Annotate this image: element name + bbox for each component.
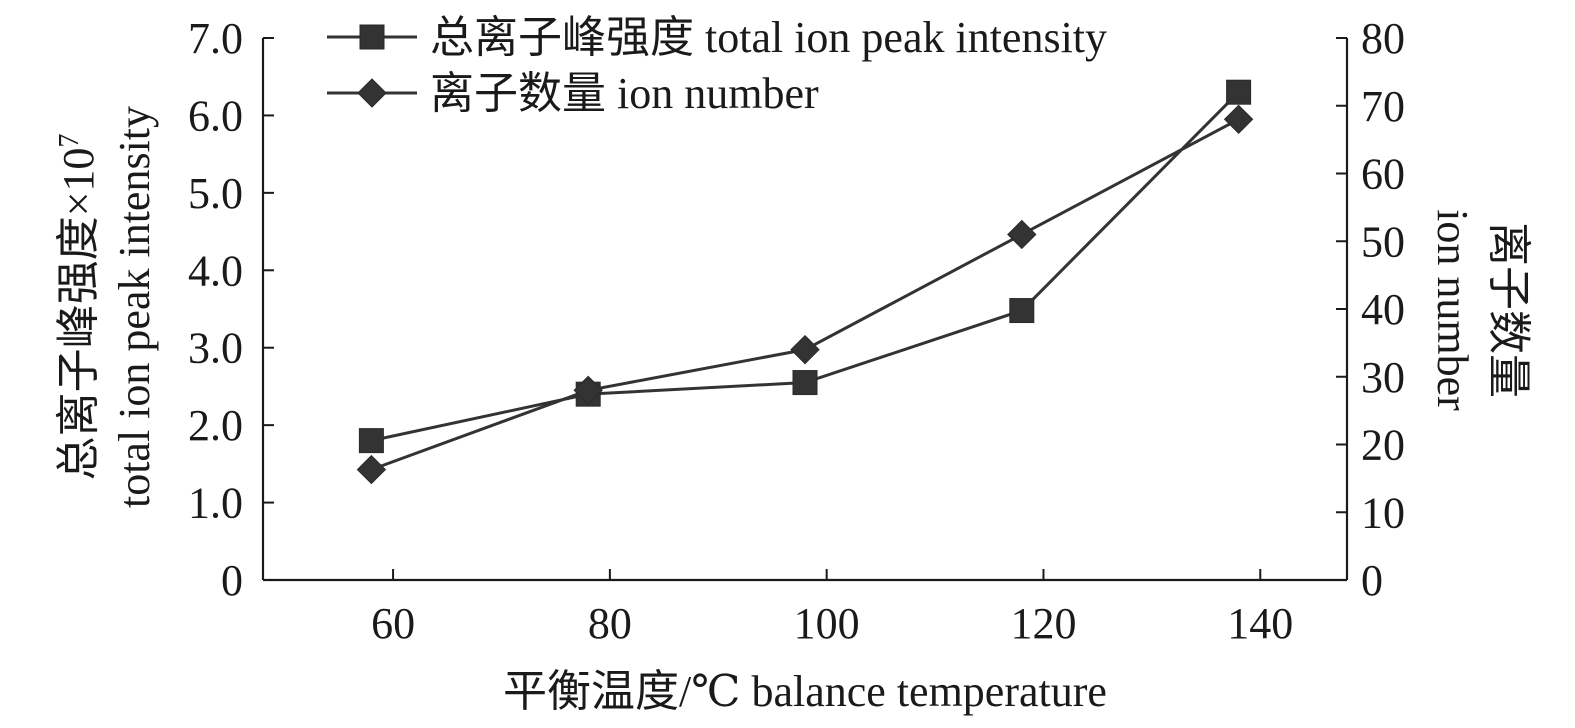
right-y-tick-label: 50: [1361, 217, 1405, 266]
right-y-tick-label: 10: [1361, 488, 1405, 537]
left-y-axis-label-line1: 总离子峰强度×10: [54, 148, 103, 481]
legend-diamond-marker: [357, 78, 387, 108]
right-y-tick-label: 60: [1361, 150, 1405, 199]
right-y-tick-label: 30: [1361, 353, 1405, 402]
left-y-axis-label-exponent: 7: [54, 134, 85, 148]
left-y-axis-label: 总离子峰强度×107 total ion peak intensity: [54, 106, 160, 508]
diamond-data-point: [356, 454, 387, 485]
right-y-tick-label: 40: [1361, 285, 1405, 334]
x-tick-label: 80: [588, 599, 632, 648]
diamond-data-point: [790, 334, 820, 365]
left-y-tick-label: 4.0: [188, 246, 243, 295]
series-layer: [356, 79, 1254, 485]
square-data-point: [1226, 79, 1252, 105]
legend-entry-label: 总离子峰强度 total ion peak intensity: [430, 13, 1107, 62]
legend-square-marker: [359, 24, 385, 50]
right-y-tick-label: 0: [1361, 556, 1383, 605]
right-y-tick-label: 80: [1361, 14, 1405, 63]
x-tick-label: 120: [1010, 599, 1076, 648]
diamond-data-point: [1007, 219, 1037, 250]
svg-text:总离子峰强度×107: 总离子峰强度×107: [54, 134, 104, 481]
x-axis-label: 平衡温度/℃ balance temperature: [503, 667, 1107, 716]
square-data-point: [792, 370, 818, 396]
x-tick-label: 60: [371, 599, 415, 648]
left-y-tick-label: 7.0: [188, 14, 243, 63]
legend-entry-label: 离子数量 ion number: [430, 69, 819, 118]
left-y-tick-label: 3.0: [188, 324, 243, 373]
right-y-tick-label: 20: [1361, 421, 1405, 470]
diamond-data-point: [573, 375, 603, 406]
series-line-ion-number: [370, 117, 1240, 471]
left-y-tick-label: 6.0: [188, 91, 243, 140]
legend: 总离子峰强度 total ion peak intensity 离子数量 ion …: [327, 13, 1107, 118]
right-y-axis-label-line1: 离子数量: [1484, 222, 1533, 398]
diamond-data-point: [1223, 104, 1254, 135]
left-y-axis-label-line2: total ion peak intensity: [110, 106, 159, 508]
left-y-tick-label: 2.0: [188, 401, 243, 450]
x-tick-label: 140: [1227, 599, 1293, 648]
left-y-tick-label: 1.0: [188, 479, 243, 528]
right-y-axis-label: 离子数量 ion number: [1428, 209, 1533, 411]
right-y-tick-label: 70: [1361, 82, 1405, 131]
left-y-tick-label: 0: [221, 556, 243, 605]
left-y-tick-label: 5.0: [188, 169, 243, 218]
axes-layer: 0 1.0 2.0 3.0 4.0 5.0 6.0 7.0 0 10 20 30 40 50 60 70 80 6…: [188, 14, 1405, 648]
right-y-axis-label-line2: ion number: [1428, 209, 1477, 411]
square-data-point: [1009, 298, 1035, 324]
square-data-point: [358, 428, 384, 454]
x-tick-label: 100: [794, 599, 860, 648]
